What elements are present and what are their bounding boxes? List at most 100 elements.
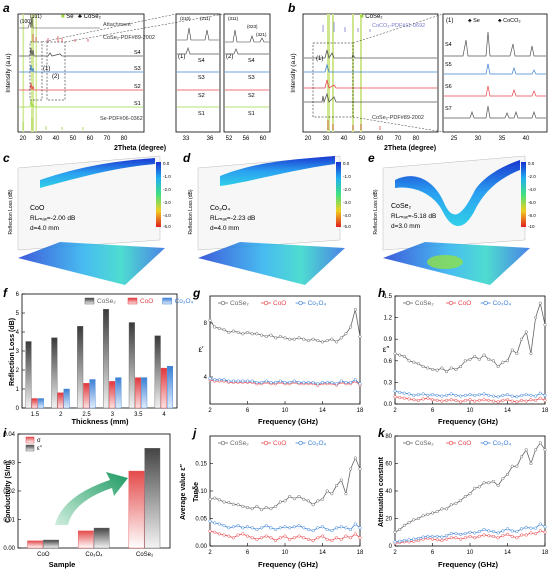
data-point: [320, 525, 325, 529]
svg-text:30: 30: [36, 136, 43, 142]
data-point: [393, 389, 397, 393]
data-point: [463, 532, 467, 536]
data-point: [269, 380, 273, 384]
data-point: [524, 533, 528, 537]
bar: [93, 527, 110, 549]
data-point: [468, 398, 472, 402]
legend-swatch: [25, 444, 35, 452]
label-attachment: Attachment: [103, 22, 131, 28]
data-point: [524, 330, 528, 334]
data-point: [358, 467, 362, 471]
legend-se: ■ Se: [61, 14, 74, 20]
data-point: [278, 500, 282, 504]
inset-b1-s7: [444, 105, 546, 119]
data-point: [325, 380, 329, 384]
zoom-box-2: [46, 41, 66, 101]
data-point: [529, 526, 533, 530]
svg-text:20: 20: [305, 136, 312, 142]
panel-letter: j: [191, 426, 197, 440]
y-tick-label: 80: [385, 434, 392, 440]
data-point: [501, 360, 505, 364]
data-point: [543, 530, 547, 534]
data-point: [311, 503, 315, 507]
data-point: [236, 379, 240, 383]
x-tick-label: 14: [504, 408, 511, 414]
data-point: [477, 393, 481, 397]
panel-h: h ε″ Frequency (GHz) 0.0 0.3 0.6 0.9 1.2 1.5 2…: [378, 286, 549, 426]
chart-ylabel-right: Average value ε″: [180, 463, 187, 519]
data-point: [325, 339, 329, 343]
data-point: [440, 366, 444, 370]
inset-a2-xtick: 56: [243, 136, 250, 142]
data-point: [311, 538, 315, 543]
data-point: [236, 524, 240, 528]
data-point: [416, 516, 420, 521]
inset-a2-peak-311: (311): [228, 16, 239, 21]
bar: [128, 470, 145, 549]
data-point: [440, 535, 444, 539]
data-point: [543, 525, 547, 529]
data-point: [412, 393, 416, 397]
data-point: [208, 376, 212, 380]
x-tick-label: 18: [357, 408, 364, 414]
panel-letter: e: [368, 151, 375, 165]
x-tick-label: 10: [282, 550, 289, 556]
data-point: [213, 378, 217, 382]
x-tick-label: 14: [319, 408, 326, 414]
data-point: [222, 328, 226, 332]
data-point: [222, 533, 226, 537]
bar: [160, 367, 167, 409]
svg-text:-5.0: -5.0: [343, 224, 351, 229]
data-point: [393, 530, 397, 534]
data-point: [292, 337, 296, 341]
panel-letter: i: [3, 426, 7, 440]
data-point: [491, 394, 495, 398]
chart-ylabel: Tanδe: [193, 482, 200, 502]
data-point: [496, 365, 500, 369]
data-point: [217, 326, 221, 330]
y-tick-label: 0.6: [384, 359, 393, 365]
xrd-a-ylabel: Intensity (a.u): [5, 53, 12, 92]
data-point: [538, 441, 542, 445]
legend-label: CoO: [273, 440, 286, 447]
data-point: [325, 527, 329, 532]
y-tick-label: 0.00: [3, 546, 15, 552]
data-point: [283, 380, 287, 384]
y-tick-label: 0.00: [195, 544, 207, 550]
x-tick-label: 6: [431, 408, 435, 414]
chart-ylabel: Attenuation constant: [378, 456, 385, 527]
legend-marker: [405, 440, 411, 446]
data-point: [241, 332, 245, 336]
data-point: [260, 380, 264, 384]
data-point: [393, 352, 397, 356]
data-point: [222, 500, 226, 504]
data-point: [344, 492, 348, 496]
thickness-label: d=4.0 mm: [30, 225, 59, 232]
svg-text:35: 35: [499, 136, 506, 142]
data-point: [353, 532, 357, 536]
chart-ylabel: ε′: [198, 345, 204, 354]
data-point: [454, 367, 458, 371]
data-point: [231, 502, 235, 506]
data-point: [463, 359, 467, 363]
data-point: [430, 511, 435, 515]
legend-marker: [298, 300, 303, 306]
data-point: [449, 536, 453, 540]
data-point: [505, 398, 510, 402]
x-tick-label: 1.5: [31, 412, 40, 418]
legend-marker: [448, 440, 454, 446]
bar: [25, 341, 32, 409]
data-point: [311, 337, 315, 341]
legend-label: σ: [37, 438, 41, 444]
svg-text:-2.0: -2.0: [343, 187, 351, 192]
legend-marker: [263, 300, 269, 306]
chart-xlabel: Frequency (GHz): [258, 560, 319, 569]
data-point: [398, 390, 402, 395]
panel-letter: g: [192, 286, 201, 300]
inset-a1-xtick: 33: [183, 136, 190, 142]
panel-letter: f: [3, 286, 8, 300]
data-point: [459, 499, 463, 503]
inset-a1-s4: [177, 46, 219, 55]
x-tick-label: 2: [59, 412, 63, 418]
data-point: [250, 379, 254, 383]
